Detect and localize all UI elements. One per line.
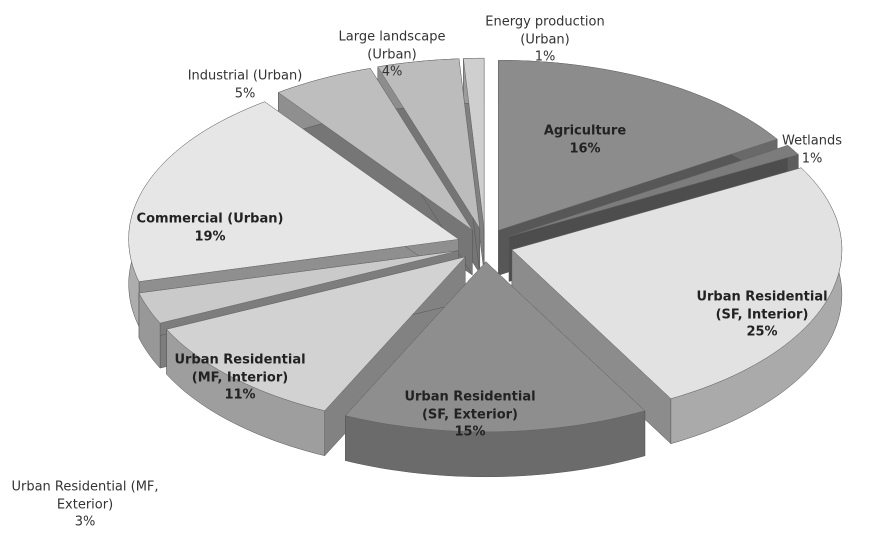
value-label: 1%: [534, 49, 556, 65]
value-label: 4%: [381, 64, 403, 80]
category-label: Urban Residential (SF, Exterior): [404, 389, 536, 423]
category-label: Energy production (Urban): [485, 14, 605, 48]
value-label: 11%: [224, 387, 256, 403]
category-label: Industrial (Urban): [187, 68, 303, 84]
slice: [511, 167, 843, 445]
slice-top: [128, 101, 460, 282]
slice-label: Urban Residential (MF, Interior) 11%: [160, 352, 320, 405]
slice-label: Industrial (Urban) 5%: [165, 67, 325, 102]
slice-top: [166, 256, 466, 411]
slice-label: Large landscape (Urban) 4%: [312, 29, 472, 82]
slice-label: Urban Residential (MF, Exterior) 3%: [5, 479, 165, 532]
slice-label: Wetlands 1%: [732, 132, 872, 167]
category-label: Agriculture: [543, 123, 627, 139]
category-label: Urban Residential (MF, Interior): [174, 352, 306, 386]
slice-label: Commercial (Urban) 19%: [130, 210, 290, 245]
category-label: Commercial (Urban): [136, 211, 284, 227]
slice-top: [498, 60, 778, 231]
slice-top: [277, 68, 473, 231]
slice-top: [509, 145, 799, 237]
slice-label: Agriculture 16%: [505, 122, 665, 157]
value-label: 1%: [801, 151, 823, 166]
slice-label: Urban Residential (SF, Interior) 25%: [682, 289, 842, 342]
slice-top: [377, 58, 481, 229]
category-label: Urban Residential (SF, Interior): [696, 289, 828, 323]
slice-top: [463, 57, 485, 229]
slice-top: [511, 167, 843, 399]
value-label: 16%: [569, 141, 601, 156]
value-label: 5%: [234, 86, 256, 101]
value-label: 19%: [194, 229, 226, 244]
slice-top: [344, 261, 646, 433]
slice-label: Energy production (Urban) 1%: [465, 14, 625, 67]
slice-top: [138, 250, 459, 324]
value-label: 3%: [74, 514, 96, 530]
value-label: 25%: [746, 324, 778, 340]
slice: [344, 261, 646, 478]
value-label: 15%: [454, 424, 486, 440]
slice-label: Urban Residential (SF, Exterior) 15%: [390, 389, 550, 442]
category-label: Large landscape (Urban): [338, 29, 446, 63]
category-label: Urban Residential (MF, Exterior): [11, 479, 159, 513]
category-label: Wetlands: [781, 133, 843, 149]
